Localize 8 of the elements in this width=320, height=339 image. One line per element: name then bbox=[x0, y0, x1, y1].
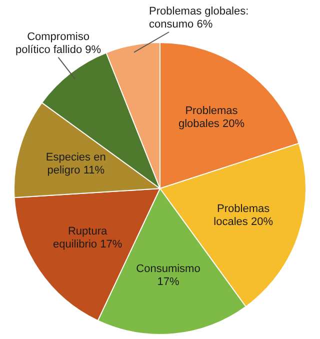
slice-label: Problemas globales 20% bbox=[178, 105, 245, 130]
data-label: 17% bbox=[157, 276, 180, 288]
slice-label: Problemas locales 20% bbox=[214, 203, 274, 228]
slice-label: Consumismo bbox=[136, 263, 200, 276]
slice-label: Ruptura equilibrio 17% bbox=[52, 225, 122, 250]
slice-label: Problemas globales: consumo 6% bbox=[149, 6, 249, 31]
slice-label: Compromiso político fallido 9% bbox=[15, 30, 102, 56]
slice-label: Especies en peligro 11% bbox=[46, 152, 106, 177]
